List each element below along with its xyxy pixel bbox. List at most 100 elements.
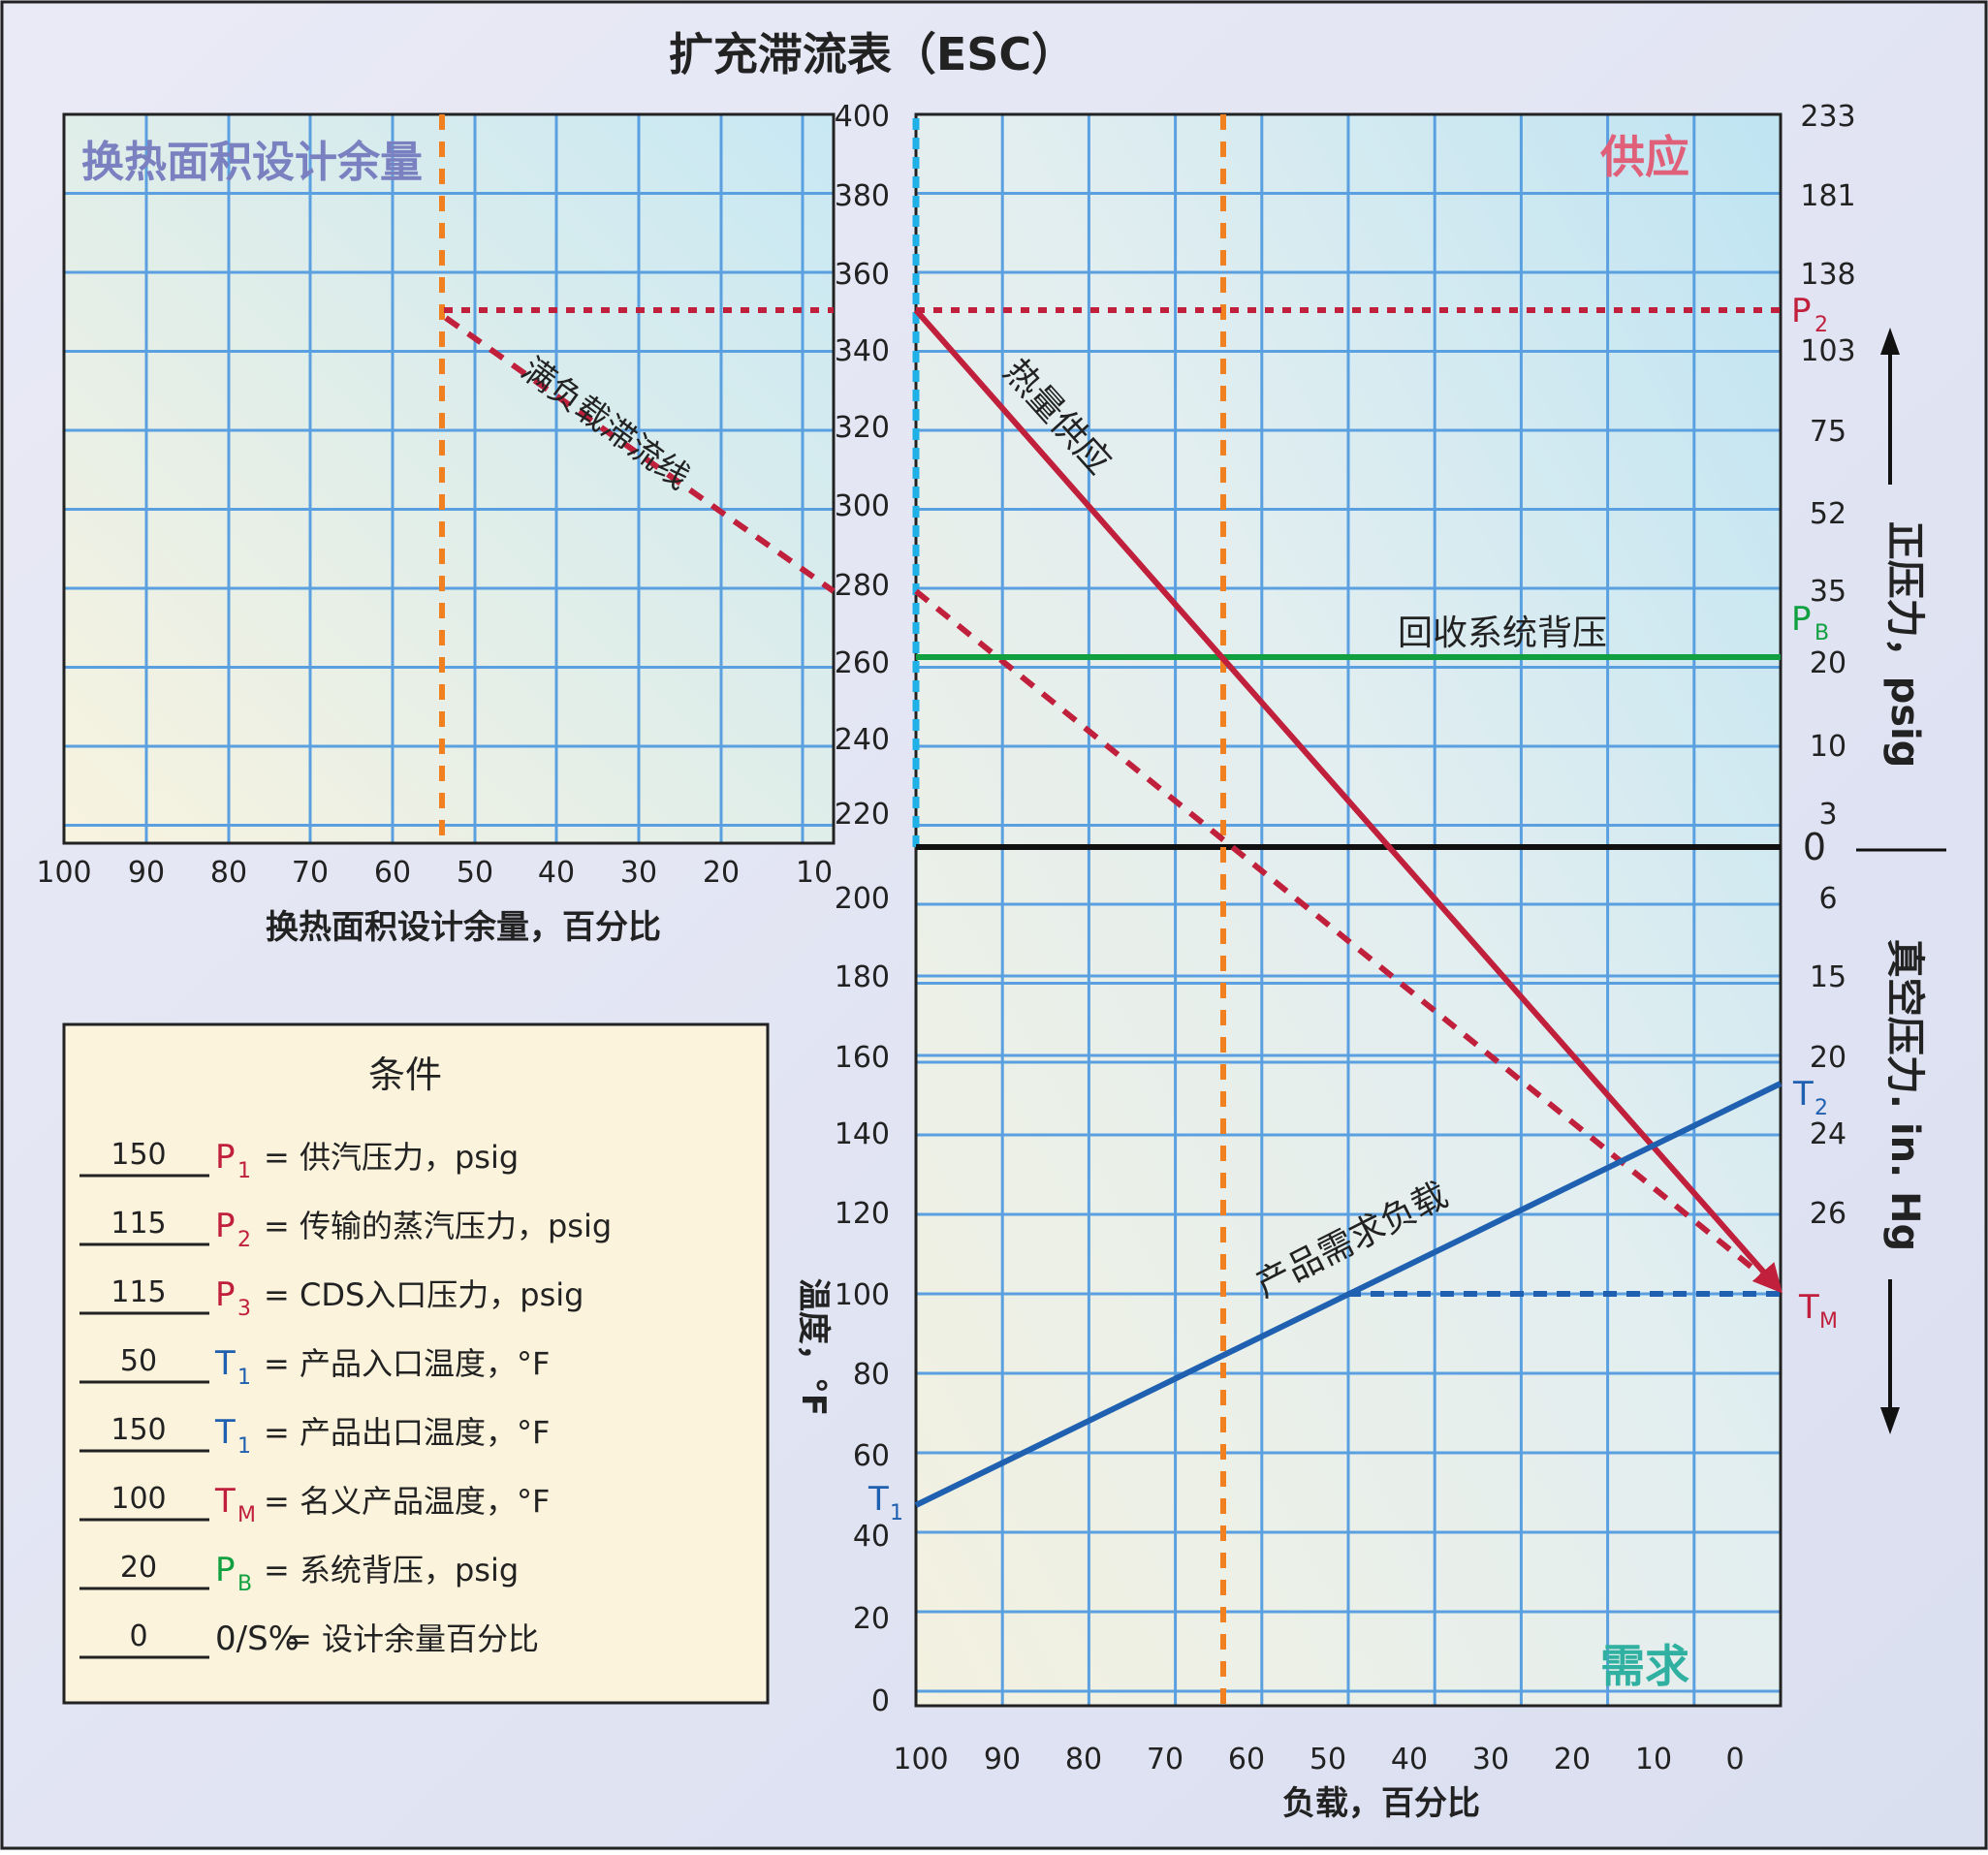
marker-pb-sub: B bbox=[1814, 621, 1829, 645]
temperature-axis-label: 温度，°F bbox=[794, 1278, 833, 1416]
main-grid bbox=[916, 114, 1781, 1706]
condition-symbol-sub: 2 bbox=[237, 1228, 251, 1252]
condition-description: = 设计余量百分比 bbox=[286, 1620, 539, 1657]
pressure-tick-label: 0 bbox=[1803, 826, 1826, 868]
left-x-tick-label: 30 bbox=[620, 856, 657, 890]
temperature-tick-label: 100 bbox=[835, 1278, 890, 1312]
backpressure-label: 回收系统背压 bbox=[1398, 613, 1607, 653]
pressure-tick-label: 6 bbox=[1818, 882, 1837, 916]
pressure-tick-label: 233 bbox=[1800, 100, 1855, 134]
main-x-tick-label: 20 bbox=[1554, 1743, 1591, 1776]
pressure-tick-label: 35 bbox=[1810, 575, 1846, 609]
left-x-axis-label: 换热面积设计余量，百分比 bbox=[266, 908, 661, 947]
marker-p2-main: P bbox=[1791, 292, 1812, 330]
condition-symbol: P bbox=[215, 1207, 236, 1245]
temperature-tick-label: 260 bbox=[835, 646, 890, 680]
temperature-tick-label: 340 bbox=[835, 334, 890, 368]
condition-description: = 名义产品温度，°F bbox=[264, 1483, 550, 1520]
left-x-tick-label: 70 bbox=[292, 856, 329, 890]
temperature-ticks: 4003803603403203002802602402202001801601… bbox=[835, 100, 890, 1718]
condition-symbol: T bbox=[214, 1482, 236, 1521]
left-x-tick-label: 40 bbox=[538, 856, 575, 890]
left-corner-label: 换热面积设计余量 bbox=[81, 138, 423, 187]
condition-symbol-sub: M bbox=[237, 1503, 256, 1527]
main-x-tick-label: 70 bbox=[1147, 1743, 1183, 1776]
temperature-tick-label: 180 bbox=[835, 960, 890, 994]
supply-corner-label: 供应 bbox=[1600, 131, 1689, 183]
condition-description: = 供汽压力，psig bbox=[264, 1139, 519, 1176]
main-x-tick-label: 40 bbox=[1391, 1743, 1428, 1776]
condition-value: 150 bbox=[110, 1138, 166, 1172]
marker-pb: P B bbox=[1791, 600, 1829, 645]
marker-tm: T M bbox=[1798, 1288, 1838, 1334]
condition-symbol-sub: B bbox=[237, 1572, 252, 1596]
left-x-tick-label: 20 bbox=[703, 856, 740, 890]
main-x-tick-label: 90 bbox=[984, 1743, 1021, 1776]
pressure-tick-label: 52 bbox=[1810, 497, 1846, 531]
marker-p2-sub: 2 bbox=[1814, 313, 1828, 337]
marker-t1: T 1 bbox=[868, 1480, 903, 1525]
main-plot-border bbox=[914, 112, 1783, 1708]
main-x-tick-label: 30 bbox=[1472, 1743, 1509, 1776]
product-demand-line bbox=[914, 1081, 1783, 1508]
condition-description: = 系统背压，psig bbox=[264, 1552, 519, 1588]
temperature-tick-label: 280 bbox=[835, 569, 890, 603]
left-plot-area bbox=[64, 114, 834, 843]
marker-t1-sub: 1 bbox=[890, 1501, 903, 1525]
pressure-tick-label: 26 bbox=[1810, 1197, 1846, 1231]
left-x-tick-label: 60 bbox=[374, 856, 411, 890]
pressure-tick-label: 15 bbox=[1810, 960, 1846, 994]
main-x-tick-label: 10 bbox=[1635, 1743, 1672, 1776]
temperature-tick-label: 360 bbox=[835, 258, 890, 292]
condition-symbol: T bbox=[214, 1413, 236, 1452]
condition-value: 115 bbox=[110, 1207, 166, 1241]
condition-description: = CDS入口压力，psig bbox=[264, 1276, 584, 1313]
main-x-axis-label: 负载，百分比 bbox=[1282, 1784, 1480, 1823]
condition-symbol-sub: 1 bbox=[237, 1159, 251, 1183]
main-x-ticks: 100 90 80 70 60 50 40 30 20 10 0 bbox=[893, 1743, 1744, 1776]
left-full-load-stagnation-line bbox=[444, 315, 836, 594]
temperature-tick-label: 380 bbox=[835, 179, 890, 213]
left-x-tick-label: 80 bbox=[210, 856, 247, 890]
left-plot-border bbox=[62, 112, 836, 845]
marker-tm-main: T bbox=[1798, 1288, 1819, 1327]
temperature-tick-label: 80 bbox=[853, 1358, 890, 1392]
demand-corner-label: 需求 bbox=[1600, 1640, 1689, 1692]
positive-pressure-axis-label: 正压力，psig bbox=[1882, 521, 1927, 769]
vacuum-pressure-axis-label: 真空压力. in. Hg bbox=[1882, 939, 1927, 1252]
temperature-tick-label: 240 bbox=[835, 723, 890, 757]
condition-value: 50 bbox=[120, 1344, 157, 1378]
temperature-tick-label: 140 bbox=[835, 1117, 890, 1151]
main-x-tick-label: 80 bbox=[1065, 1743, 1102, 1776]
heat-supply-line bbox=[913, 308, 1783, 1294]
pressure-tick-label: 20 bbox=[1810, 1041, 1846, 1075]
left-x-tick-label: 90 bbox=[128, 856, 165, 890]
temperature-tick-label: 400 bbox=[835, 100, 890, 134]
pressure-tick-label: 10 bbox=[1810, 730, 1846, 764]
temperature-tick-label: 220 bbox=[835, 798, 890, 832]
condition-symbol: P bbox=[215, 1138, 236, 1177]
marker-t2: T 2 bbox=[1792, 1075, 1828, 1120]
temperature-tick-label: 320 bbox=[835, 411, 890, 445]
condition-value: 150 bbox=[110, 1413, 166, 1447]
left-x-ticks: 100 90 80 70 60 50 40 30 20 10 bbox=[36, 856, 833, 890]
temperature-tick-label: 20 bbox=[853, 1602, 890, 1636]
condition-symbol: P bbox=[215, 1551, 236, 1589]
temperature-tick-label: 160 bbox=[835, 1041, 890, 1075]
pressure-tick-label: 103 bbox=[1800, 334, 1855, 368]
pressure-tick-label: 138 bbox=[1800, 258, 1855, 292]
left-x-tick-label: 50 bbox=[457, 856, 493, 890]
temperature-tick-label: 200 bbox=[835, 882, 890, 916]
temperature-tick-label: 120 bbox=[835, 1197, 890, 1231]
main-panel: 回收系统背压 热量供应 产品需求负载 供应 需求 400380360340320… bbox=[794, 100, 1946, 1823]
marker-pb-main: P bbox=[1791, 600, 1812, 639]
condition-value: 115 bbox=[110, 1275, 166, 1309]
left-x-tick-label: 10 bbox=[796, 856, 833, 890]
temperature-tick-label: 0 bbox=[871, 1684, 890, 1718]
condition-description: = 产品出口温度，°F bbox=[264, 1414, 550, 1451]
condition-value: 20 bbox=[120, 1551, 157, 1585]
main-x-tick-label: 50 bbox=[1310, 1743, 1346, 1776]
